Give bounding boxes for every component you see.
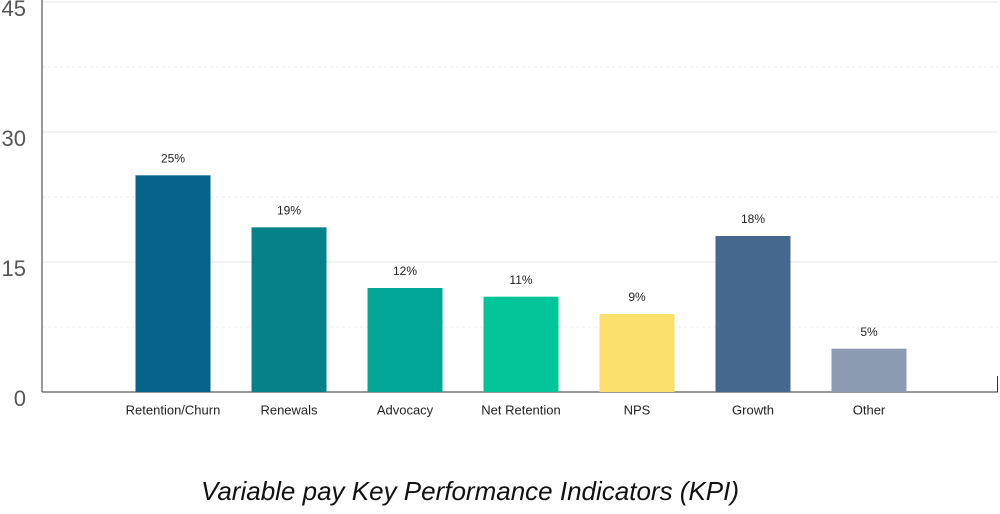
bar <box>831 348 907 392</box>
bar <box>599 314 675 392</box>
chart-title: Variable pay Key Performance Indicators … <box>201 476 739 506</box>
x-tick-label: Renewals <box>260 402 318 417</box>
value-label: 25% <box>161 152 185 166</box>
bar <box>483 296 559 392</box>
bar <box>251 227 327 392</box>
bar <box>367 288 443 392</box>
value-label: 12% <box>393 264 417 278</box>
y-tick-label: 0 <box>14 386 26 411</box>
bar <box>715 236 791 392</box>
x-tick-label: Other <box>853 402 886 417</box>
bar <box>135 175 211 392</box>
value-label: 11% <box>509 273 532 287</box>
x-tick-label: Advocacy <box>377 402 434 417</box>
value-label: 5% <box>860 325 878 339</box>
x-tick-label: Retention/Churn <box>126 402 221 417</box>
value-label: 18% <box>741 212 765 226</box>
x-tick-label: Net Retention <box>481 402 561 417</box>
y-tick-label: 15 <box>2 256 26 281</box>
value-label: 9% <box>628 290 646 304</box>
x-tick-label: NPS <box>624 402 651 417</box>
y-tick-label: 30 <box>2 126 26 151</box>
y-tick-label: 45 <box>2 0 26 21</box>
x-tick-label: Growth <box>732 402 774 417</box>
value-label: 19% <box>277 204 301 218</box>
